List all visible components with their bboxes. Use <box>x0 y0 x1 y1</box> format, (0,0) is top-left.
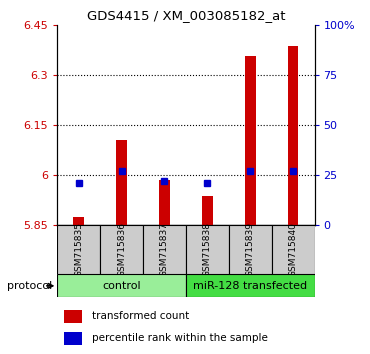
Bar <box>143 225 186 274</box>
Text: GSM715836: GSM715836 <box>117 222 126 277</box>
Text: transformed count: transformed count <box>91 312 189 321</box>
Text: GSM715839: GSM715839 <box>246 222 255 277</box>
Bar <box>245 56 256 225</box>
Bar <box>57 274 186 297</box>
Text: GSM715837: GSM715837 <box>160 222 169 277</box>
Bar <box>73 217 84 225</box>
Bar <box>229 225 272 274</box>
Text: miR-128 transfected: miR-128 transfected <box>193 281 307 291</box>
Bar <box>202 196 213 225</box>
Text: control: control <box>102 281 141 291</box>
Bar <box>272 225 314 274</box>
Bar <box>288 46 299 225</box>
Bar <box>64 310 82 323</box>
Bar <box>100 225 143 274</box>
Text: protocol: protocol <box>7 281 53 291</box>
Text: GSM715840: GSM715840 <box>289 222 297 277</box>
Text: GSM715835: GSM715835 <box>74 222 83 277</box>
Bar <box>186 225 229 274</box>
Text: GSM715838: GSM715838 <box>203 222 212 277</box>
Title: GDS4415 / XM_003085182_at: GDS4415 / XM_003085182_at <box>87 9 285 22</box>
Bar <box>186 274 314 297</box>
Bar <box>64 332 82 345</box>
Bar <box>116 140 127 225</box>
Text: percentile rank within the sample: percentile rank within the sample <box>91 333 268 343</box>
Bar <box>159 181 170 225</box>
Bar <box>57 225 100 274</box>
